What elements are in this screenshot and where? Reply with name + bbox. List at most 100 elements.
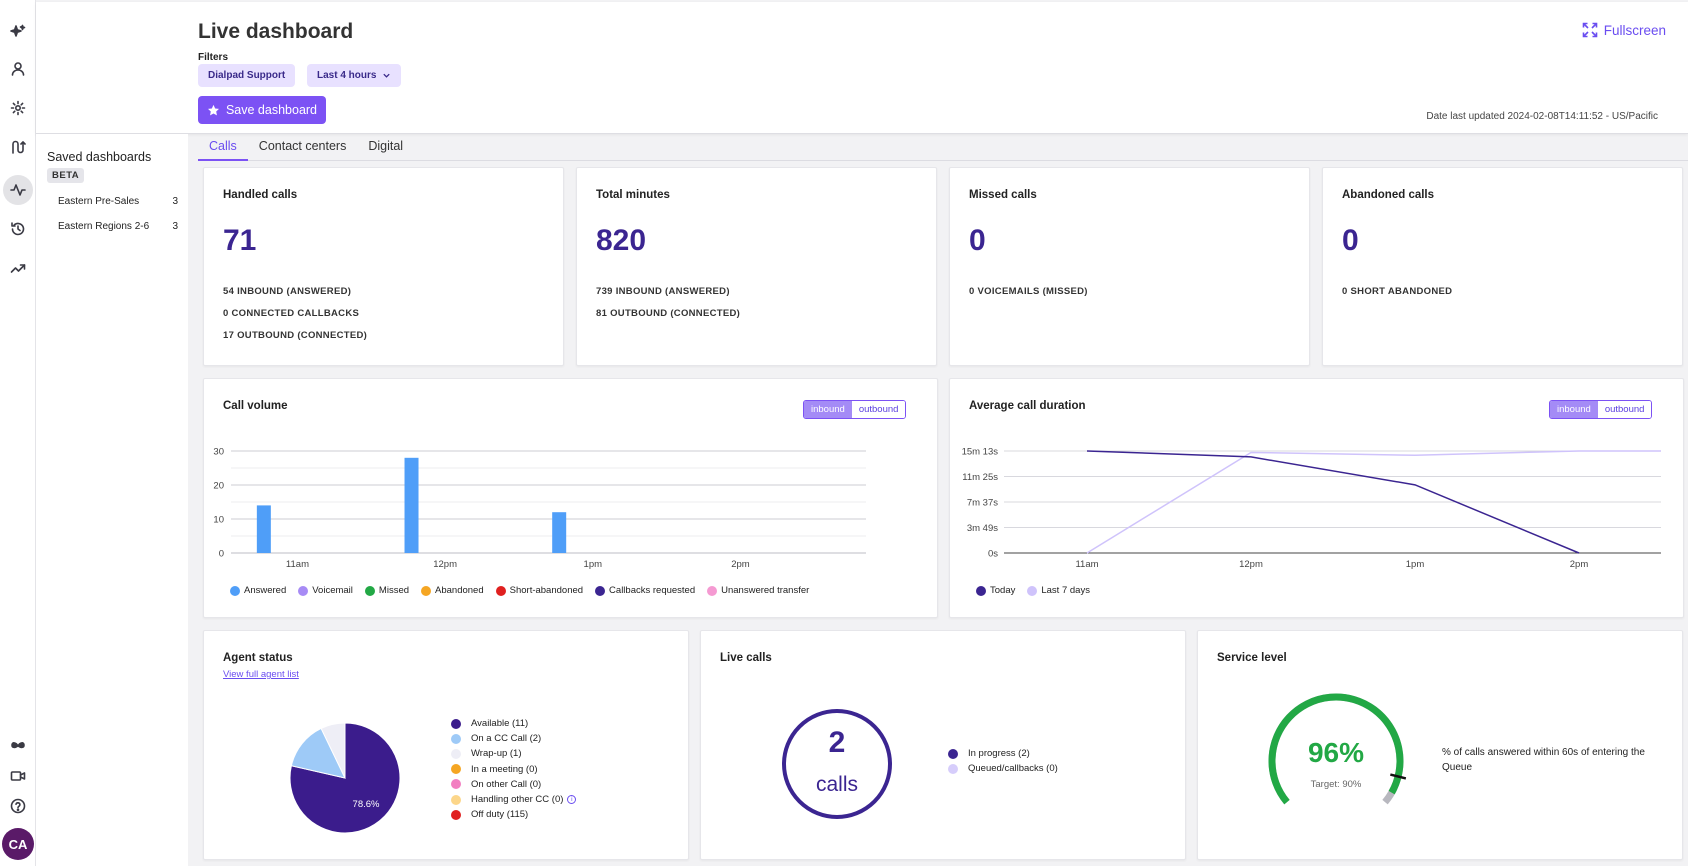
page-header: Live dashboard Filters Dialpad Support L… <box>36 2 1688 134</box>
service-level-value: 96% <box>1307 737 1365 768</box>
legend-dot <box>707 585 718 596</box>
route-icon[interactable] <box>3 132 33 162</box>
saved-dashboards-panel: Saved dashboards BETA Eastern Pre-Sales 3… <box>36 134 188 866</box>
legend-item[interactable]: Missed <box>364 585 409 596</box>
duration-legend: Today Last 7 days <box>976 585 1090 596</box>
kpi-subvalue: 54 INBOUND (ANSWERED) <box>223 286 352 297</box>
call-volume-chart: 0 10 20 30 11am 12pm 1pm 2pm <box>213 447 866 570</box>
legend-dot <box>364 585 375 596</box>
info-icon[interactable]: i <box>567 795 577 805</box>
trend-icon[interactable] <box>3 253 33 283</box>
tab-contact-centers[interactable]: Contact centers <box>258 139 347 153</box>
avatar[interactable]: CA <box>2 828 34 860</box>
kpi-subvalue: 0 CONNECTED CALLBACKS <box>223 308 360 319</box>
legend-item[interactable]: Today <box>976 585 1015 596</box>
kpi-value: 820 <box>596 224 647 257</box>
y-tick-label: 7m 37s <box>967 498 998 509</box>
chart-title: Call volume <box>223 400 288 412</box>
saved-dashboard-count: 3 <box>172 196 178 207</box>
tab-calls[interactable]: Calls <box>198 134 248 161</box>
legend-label: Today <box>990 585 1016 596</box>
legend-dot <box>421 585 432 596</box>
legend-dot <box>1027 585 1038 596</box>
fullscreen-button[interactable]: Fullscreen <box>1582 22 1666 38</box>
legend-dot <box>495 585 506 596</box>
x-tick-label: 11am <box>286 559 309 570</box>
page-title: Live dashboard <box>198 20 354 43</box>
legend-item[interactable]: Wrap-up (1) <box>451 746 576 761</box>
kpi-card-total-minutes: Total minutes 820 739 INBOUND (ANSWERED)… <box>576 167 937 366</box>
legend-item[interactable]: Callbacks requested <box>595 585 695 596</box>
save-dashboard-button[interactable]: Save dashboard <box>198 96 326 124</box>
legend-item[interactable]: Short-abandoned <box>495 585 583 596</box>
live-calls-ring <box>782 709 892 819</box>
legend-item[interactable]: On other Call (0) <box>451 777 576 792</box>
butterfly-icon[interactable] <box>3 731 33 761</box>
kpi-title: Abandoned calls <box>1342 189 1435 201</box>
legend-item[interactable]: Off duty (115) <box>451 807 576 822</box>
filter-chip-group[interactable]: Dialpad Support <box>198 64 296 87</box>
call-volume-direction-toggle: inbound outbound <box>803 400 907 419</box>
service-level-gauge <box>1268 693 1407 805</box>
bar-answered <box>552 512 567 553</box>
saved-dashboard-item[interactable]: Eastern Regions 2-6 3 <box>58 221 178 232</box>
pie-label: 78.6% <box>353 799 380 810</box>
y-tick-label: 15m 13s <box>962 447 999 458</box>
agent-status-pie: 78.6% <box>289 722 401 834</box>
chart-title: Average call duration <box>969 400 1086 412</box>
pulse-icon[interactable] <box>3 175 33 205</box>
view-agent-list-link[interactable]: View full agent list <box>223 669 299 680</box>
legend-label: Callbacks requested <box>609 585 696 596</box>
gear-icon[interactable] <box>3 93 33 123</box>
legend-item[interactable]: In a meeting (0) <box>451 762 576 777</box>
kpi-subvalue: 0 VOICEMAILS (MISSED) <box>969 286 1088 297</box>
legend-dot <box>451 794 461 805</box>
history-icon[interactable] <box>3 214 33 244</box>
legend-dot <box>451 718 461 729</box>
legend-label: Unanswered transfer <box>721 585 810 596</box>
help-icon[interactable] <box>3 791 33 821</box>
person-icon[interactable] <box>3 54 33 84</box>
legend-label: Available (11) <box>471 718 529 730</box>
toggle-outbound[interactable]: outbound <box>851 401 906 418</box>
beta-badge: BETA <box>47 168 85 183</box>
save-dashboard-label: Save dashboard <box>225 103 318 117</box>
left-rail: CA <box>0 0 36 866</box>
x-tick-label: 2pm <box>731 559 750 570</box>
duration-direction-toggle: inbound outbound <box>1549 400 1653 419</box>
toggle-outbound[interactable]: outbound <box>1597 401 1652 418</box>
legend-dot <box>595 585 606 596</box>
sparkle-icon[interactable] <box>3 17 33 47</box>
toggle-inbound[interactable]: inbound <box>1550 401 1598 418</box>
kpi-title: Total minutes <box>596 189 670 201</box>
legend-dot <box>298 585 309 596</box>
legend-label: Answered <box>244 585 287 596</box>
call-volume-legend: Answered Voicemail Missed Abandoned Short-ab… <box>230 585 809 596</box>
legend-item[interactable]: Last 7 days <box>1027 585 1090 596</box>
y-tick-label: 3m 49s <box>967 523 998 534</box>
legend-item[interactable]: Abandoned <box>421 585 484 596</box>
toggle-inbound[interactable]: inbound <box>804 401 852 418</box>
legend-item[interactable]: Available (11) <box>451 716 576 731</box>
agent-status-card: Agent status View full agent list 78.6% … <box>203 630 689 860</box>
legend-dot <box>948 763 958 774</box>
video-icon[interactable] <box>3 761 33 791</box>
pie-slice <box>320 722 346 779</box>
legend-item[interactable]: Voicemail <box>298 585 353 596</box>
legend-item[interactable]: Unanswered transfer <box>707 585 809 596</box>
tab-digital[interactable]: Digital <box>368 139 404 153</box>
saved-dashboard-item[interactable]: Eastern Pre-Sales 3 <box>58 196 178 207</box>
filter-chip-time[interactable]: Last 4 hours <box>307 64 402 87</box>
legend-label: On a CC Call (2) <box>471 733 542 745</box>
kpi-value: 0 <box>969 224 986 257</box>
legend-dot <box>451 748 461 759</box>
legend-item[interactable]: On a CC Call (2) <box>451 731 576 746</box>
chart-title: Agent status <box>223 652 293 664</box>
service-level-card: Service level 96% Target: 90% % of calls… <box>1197 630 1683 860</box>
fullscreen-label: Fullscreen <box>1603 22 1666 38</box>
legend-label: Wrap-up (1) <box>471 748 522 760</box>
kpi-subvalue: 17 OUTBOUND (CONNECTED) <box>223 330 368 341</box>
legend-item[interactable]: Answered <box>230 585 286 596</box>
y-tick-label: 0 <box>219 549 224 560</box>
legend-item[interactable]: Handling other CC (0) i <box>451 792 577 807</box>
